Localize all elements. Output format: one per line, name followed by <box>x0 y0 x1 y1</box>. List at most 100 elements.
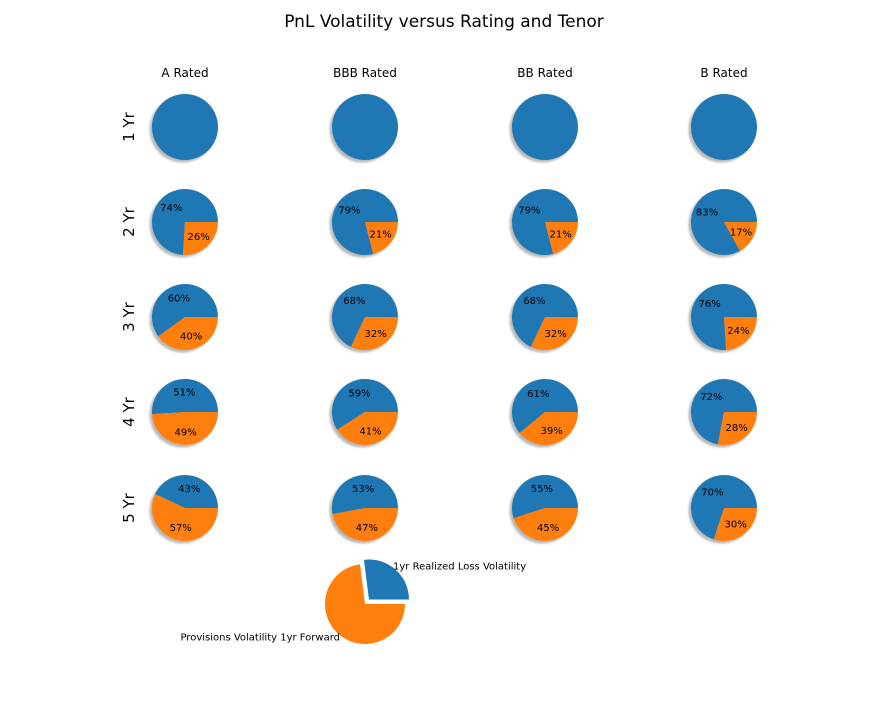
pie-percent-label: 57% <box>170 523 192 534</box>
pie-percent-label: 59% <box>348 389 370 400</box>
pie-bb-rated-3-yr: 68% 32% <box>509 284 578 353</box>
pie-slice-realized-loss <box>691 283 757 350</box>
pie-slice-realized-loss <box>332 188 398 255</box>
pie-slice-provisions <box>724 222 757 251</box>
pie-slice-realized-loss <box>332 475 398 515</box>
pie-slice-realized-loss <box>155 474 218 508</box>
pie-percent-label: 70% <box>701 488 723 499</box>
pie-slice-provisions <box>530 317 578 351</box>
pie-bb-rated-5-yr: 55% 45% <box>509 474 578 544</box>
pie-percent-label: 79% <box>518 205 540 216</box>
pie-percent-label: 30% <box>724 520 746 531</box>
pie-percent-label: 55% <box>531 484 553 495</box>
pie-a-rated-1-yr <box>149 94 218 163</box>
pie-a-rated-5-yr: 43% 57% <box>149 474 218 544</box>
pie-percent-label: 39% <box>541 426 563 437</box>
pie-slice-realized-loss <box>691 189 757 256</box>
pie-bbb-rated-5-yr: 53% 47% <box>329 475 398 544</box>
pie-percent-label: 47% <box>356 523 378 534</box>
column-header-bbb-rated: BBB Rated <box>333 66 397 80</box>
pie-percent-label: 79% <box>338 205 360 216</box>
pie-slice-provisions <box>337 412 398 445</box>
pie-percent-label: 40% <box>180 331 202 342</box>
pie-slice-realized-loss <box>691 379 757 445</box>
pie-slice-realized-loss <box>152 378 219 415</box>
pie-slice-realized-loss <box>152 94 218 160</box>
pie-percent-label: 72% <box>700 392 722 403</box>
row-label-2yr: 2 Yr <box>120 207 138 237</box>
pie-slice-realized-loss <box>512 188 578 255</box>
pie-b-rated-4-yr: 72% 28% <box>688 379 757 448</box>
legend-label-realized-loss: 1yr Realized Loss Volatility <box>393 561 527 573</box>
pie-bbb-rated-4-yr: 59% 41% <box>329 378 398 448</box>
pie-percent-label: 32% <box>364 329 386 340</box>
pie-slice-provisions <box>713 508 757 541</box>
pie-percent-label: 17% <box>730 228 752 239</box>
pie-percent-label: 24% <box>727 326 749 337</box>
pie-percent-label: 21% <box>549 230 571 241</box>
pie-slice-realized-loss <box>363 559 409 600</box>
pie-percent-label: 32% <box>544 329 566 340</box>
pie-slice-provisions <box>513 508 578 541</box>
pie-slice-provisions <box>182 222 218 255</box>
pie-b-rated-2-yr: 83% 17% <box>688 189 757 258</box>
pie-percent-label: 76% <box>698 299 720 310</box>
pie-b-rated-3-yr: 76% 24% <box>688 283 757 353</box>
pie-slice-provisions <box>724 317 757 350</box>
pie-slice-realized-loss <box>152 188 218 255</box>
row-label-4yr: 4 Yr <box>120 397 138 427</box>
row-label-1yr: 1 Yr <box>120 112 138 142</box>
pie-slice-realized-loss <box>691 474 757 540</box>
column-header-bb-rated: BB Rated <box>517 66 573 80</box>
pie-slice-provisions <box>365 222 398 254</box>
pie-bbb-rated-1-yr <box>329 94 398 163</box>
pie-percent-label: 28% <box>725 423 747 434</box>
pie-a-rated-4-yr: 51% 49% <box>149 378 219 448</box>
pie-percent-label: 83% <box>696 207 718 218</box>
pie-slice-provisions <box>152 412 218 445</box>
pie-slice-realized-loss <box>512 474 578 519</box>
chart-title: PnL Volatility versus Rating and Tenor <box>284 12 604 32</box>
column-header-b-rated: B Rated <box>700 66 748 80</box>
pie-slice-provisions <box>332 508 398 542</box>
pie-b-rated-1-yr <box>688 94 757 163</box>
pie-slice-realized-loss <box>691 94 757 160</box>
pie-a-rated-2-yr: 74% 26% <box>149 188 218 258</box>
pie-bbb-rated-3-yr: 68% 32% <box>329 284 398 353</box>
pie-percent-label: 68% <box>343 296 365 307</box>
pie-bb-rated-4-yr: 61% 39% <box>509 378 578 448</box>
pie-slice-provisions <box>158 317 218 351</box>
pie-b-rated-5-yr: 70% 30% <box>688 474 757 544</box>
row-label-5yr: 5 Yr <box>120 493 138 523</box>
legend-pie <box>325 559 409 645</box>
pie-slice-realized-loss <box>332 378 398 430</box>
pie-bbb-rated-2-yr: 79% 21% <box>329 188 398 258</box>
pie-slice-provisions <box>717 412 757 446</box>
pie-slice-provisions <box>350 317 398 351</box>
pie-bb-rated-2-yr: 79% 21% <box>509 188 578 258</box>
pie-percent-label: 41% <box>359 427 381 438</box>
pie-slice-provisions <box>545 222 578 254</box>
pie-percent-label: 49% <box>174 427 196 438</box>
pie-percent-label: 68% <box>523 296 545 307</box>
pie-slice-realized-loss <box>332 94 398 160</box>
column-header-a-rated: A Rated <box>161 66 209 80</box>
pie-percent-label: 61% <box>527 389 549 400</box>
pie-percent-label: 60% <box>168 294 190 305</box>
pie-percent-label: 43% <box>178 484 200 495</box>
pie-slice-realized-loss <box>512 284 578 347</box>
pie-percent-label: 45% <box>537 523 559 534</box>
pie-percent-label: 51% <box>173 388 195 399</box>
pie-slice-realized-loss <box>332 284 398 347</box>
legend-label-provisions: Provisions Volatility 1yr Forward <box>180 632 340 644</box>
pie-a-rated-3-yr: 60% 40% <box>149 284 218 353</box>
row-label-3yr: 3 Yr <box>120 302 138 332</box>
pie-percent-label: 74% <box>160 203 182 214</box>
pie-slice-provisions <box>519 412 578 445</box>
pie-slice-realized-loss <box>152 284 218 337</box>
pie-percent-label: 21% <box>369 230 391 241</box>
pie-percent-label: 53% <box>352 484 374 495</box>
pie-slice-provisions <box>152 493 218 541</box>
pie-bb-rated-1-yr <box>509 94 578 163</box>
